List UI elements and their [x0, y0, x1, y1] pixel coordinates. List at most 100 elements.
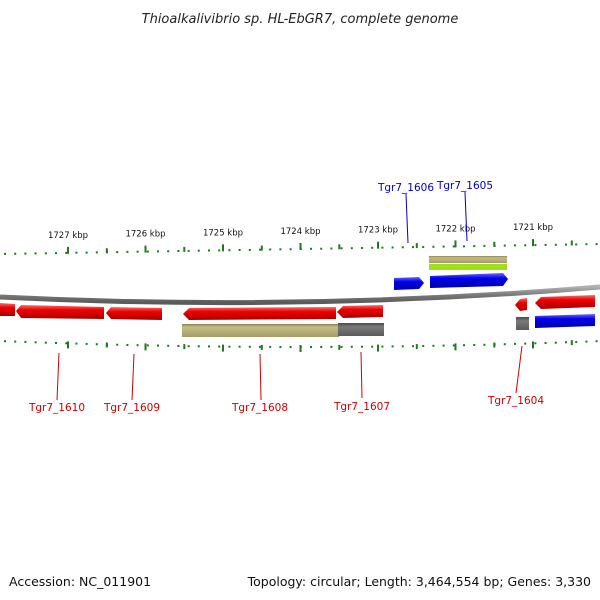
- map-title: Thioalkalivibrio sp. HL-EbGR7, complete …: [142, 12, 459, 27]
- label-tgr7-1604[interactable]: Tgr7_1604: [487, 395, 544, 407]
- tick-dot: [545, 342, 547, 344]
- topology-text: Topology: circular; Length: 3,464,554 bp…: [247, 574, 591, 589]
- tick-dot: [167, 345, 169, 347]
- tick-dot: [473, 344, 475, 346]
- tick-dot: [14, 341, 16, 343]
- major-tick: [67, 247, 69, 254]
- tick-dot: [35, 341, 37, 343]
- tick-dot: [279, 248, 281, 250]
- major-tick: [222, 345, 224, 352]
- scale-labels: 1727 kbp 1726 kbp 1725 kbp 1724 kbp 1723 kbp…: [48, 223, 553, 241]
- tick-dot: [218, 346, 220, 348]
- tick-dot: [432, 246, 434, 248]
- tick-dot: [585, 243, 587, 245]
- label-tgr7-1608[interactable]: Tgr7_1608: [231, 402, 288, 414]
- tick-dot: [96, 251, 98, 253]
- tick-dot: [514, 244, 516, 246]
- tick-dot: [330, 248, 332, 250]
- tick-dot: [432, 345, 434, 347]
- minor-tick: [183, 344, 185, 349]
- feature-gray-right[interactable]: [516, 317, 529, 330]
- tick-dot: [177, 345, 179, 347]
- tick-dot: [463, 245, 465, 247]
- label-tgr7-1605[interactable]: Tgr7_1605: [436, 180, 493, 192]
- feature-lime-upper[interactable]: [429, 264, 507, 270]
- label-tgr7-1610[interactable]: Tgr7_1610: [28, 402, 85, 414]
- tick-dot: [86, 252, 88, 254]
- tick-dot: [4, 340, 6, 342]
- minor-tick: [416, 344, 418, 349]
- tick-dot: [177, 250, 179, 252]
- gene-tgr7-1607[interactable]: [337, 305, 383, 318]
- tick-dot: [218, 249, 220, 251]
- feature-khaki-upper[interactable]: [429, 256, 507, 263]
- tick-dot: [585, 341, 587, 343]
- gene-tgr7-1609[interactable]: [106, 307, 162, 320]
- tick-dot: [402, 345, 404, 347]
- tick-dot: [188, 345, 190, 347]
- tick-dot: [381, 346, 383, 348]
- tick-dot: [208, 345, 210, 347]
- tick-dot: [351, 247, 353, 249]
- tick-dot: [75, 252, 77, 254]
- gene-tgr7-1608[interactable]: [183, 307, 336, 320]
- gene-tgr7-1605[interactable]: [430, 273, 508, 288]
- tick-dot: [575, 341, 577, 343]
- tick-dot: [137, 251, 139, 253]
- tick-dot: [341, 247, 343, 249]
- gene-tgr7-1606[interactable]: [394, 277, 424, 290]
- tick-dot: [269, 249, 271, 251]
- tick-dot: [228, 249, 230, 251]
- tick-dot: [473, 245, 475, 247]
- tick-dot: [137, 344, 139, 346]
- tick-dot: [259, 249, 261, 251]
- tick-dot: [371, 247, 373, 249]
- tick-dot: [65, 252, 67, 254]
- tick-dot: [534, 244, 536, 246]
- tick-dot: [157, 345, 159, 347]
- gene-tgr7-1604[interactable]: [515, 298, 527, 311]
- minor-tick: [338, 345, 340, 350]
- tick-dot: [239, 249, 241, 251]
- tick-dot: [524, 244, 526, 246]
- major-tick: [222, 244, 224, 251]
- tick-dot: [514, 343, 516, 345]
- feature-gray-lower[interactable]: [338, 323, 384, 336]
- minor-tick: [416, 243, 418, 248]
- tick-dot: [402, 246, 404, 248]
- tick-dot: [96, 343, 98, 345]
- tick-dot: [45, 252, 47, 254]
- minor-tick: [338, 244, 340, 249]
- tick-dot: [86, 343, 88, 345]
- tick-dot: [290, 346, 292, 348]
- outer-tick-track: [4, 239, 598, 255]
- accession-text: Accession: NC_011901: [9, 574, 151, 589]
- minor-tick: [493, 343, 495, 348]
- scale-label: 1722 kbp: [435, 224, 475, 234]
- tick-dot: [534, 342, 536, 344]
- gene-tgr7-1603[interactable]: [535, 295, 595, 309]
- tick-dot: [351, 346, 353, 348]
- gene-tgr7-1611-partial[interactable]: [0, 303, 15, 316]
- feature-khaki-lower[interactable]: [182, 324, 339, 337]
- tick-dot: [483, 245, 485, 247]
- gene-tgr7-1604-forward-part[interactable]: [535, 314, 595, 328]
- tick-dot: [412, 345, 414, 347]
- gene-tgr7-1610[interactable]: [16, 305, 104, 319]
- tick-dot: [239, 346, 241, 348]
- tick-dot: [279, 346, 281, 348]
- label-tgr7-1609[interactable]: Tgr7_1609: [103, 402, 160, 414]
- major-tick: [145, 246, 147, 253]
- leader-tgr7-1609: [132, 354, 134, 400]
- leader-tgr7-1610: [57, 353, 59, 400]
- minor-tick: [493, 242, 495, 247]
- tick-dot: [14, 253, 16, 255]
- tick-dot: [290, 248, 292, 250]
- tick-dot: [228, 346, 230, 348]
- label-tgr7-1606[interactable]: Tgr7_1606: [377, 182, 434, 194]
- major-tick: [67, 341, 69, 348]
- tick-dot: [24, 253, 26, 255]
- label-tgr7-1607[interactable]: Tgr7_1607: [333, 401, 390, 413]
- tick-dot: [65, 342, 67, 344]
- tick-dot: [157, 250, 159, 252]
